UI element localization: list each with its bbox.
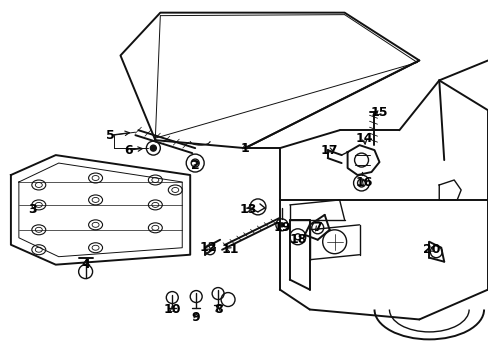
Text: 15: 15 (370, 106, 387, 119)
Text: 5: 5 (106, 129, 115, 142)
Text: 6: 6 (124, 144, 132, 157)
Text: 8: 8 (213, 303, 222, 316)
Text: 17: 17 (320, 144, 338, 157)
Circle shape (150, 145, 156, 151)
Text: 7: 7 (313, 221, 322, 234)
Text: 13: 13 (239, 203, 256, 216)
Text: 1: 1 (240, 141, 249, 155)
Text: 14: 14 (355, 132, 372, 145)
Text: 12: 12 (199, 241, 217, 254)
Text: 9: 9 (191, 311, 200, 324)
Text: 19: 19 (273, 221, 290, 234)
Circle shape (279, 223, 283, 227)
Text: 11: 11 (221, 243, 238, 256)
Text: 20: 20 (422, 243, 439, 256)
Text: 3: 3 (28, 203, 37, 216)
Text: 18: 18 (288, 233, 306, 246)
Text: 2: 2 (190, 158, 199, 172)
Text: 16: 16 (355, 176, 372, 189)
Text: 4: 4 (81, 258, 90, 271)
Text: 10: 10 (163, 303, 181, 316)
